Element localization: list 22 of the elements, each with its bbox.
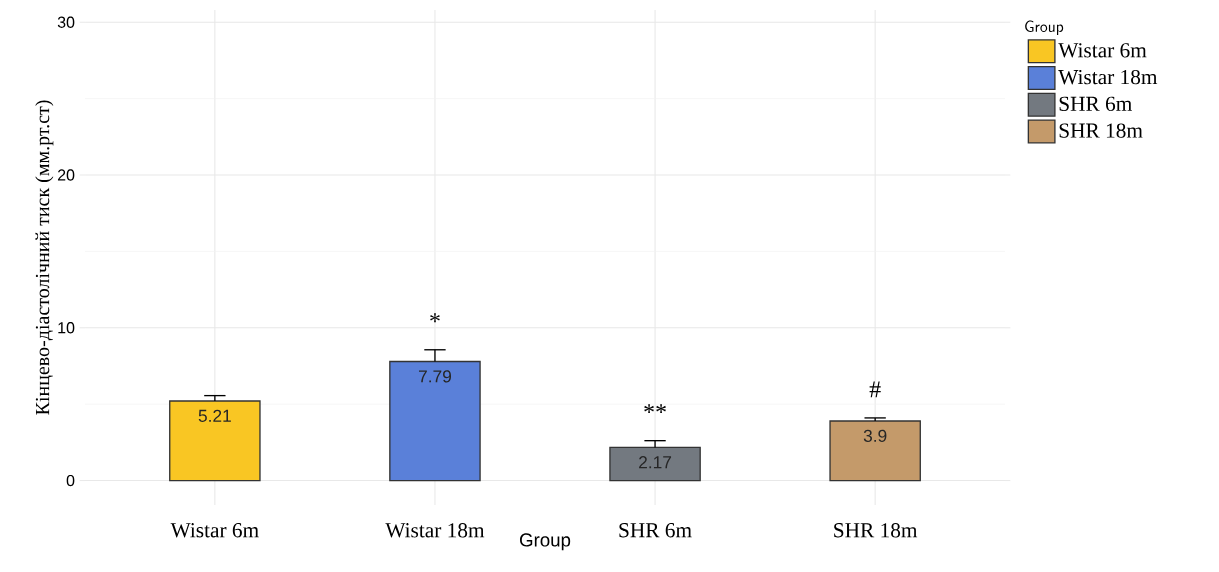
- data-label: 7.79: [418, 370, 452, 383]
- legend-label: Wistar 18m: [1058, 69, 1158, 85]
- legend-label: Wistar 6m: [1058, 43, 1147, 58]
- data-label: 3.9: [863, 429, 887, 442]
- annotation: **: [644, 404, 666, 414]
- annotation: #: [869, 381, 881, 398]
- data-label: 5.21: [198, 409, 231, 422]
- legend-label: SHR 6m: [1059, 96, 1132, 112]
- y-tick-label: 30: [57, 16, 75, 28]
- y-tick-label: 0: [66, 474, 75, 487]
- x-tick-label: SHR 18m: [834, 523, 918, 538]
- y-axis-title: Кінцево-діастолічний тиск (мм.рт.ст): [35, 100, 54, 415]
- legend-title: Group: [1025, 20, 1064, 35]
- y-tick-label: 10: [58, 322, 75, 334]
- legend-label: SHR 18m: [1059, 123, 1143, 138]
- x-tick-label: Wistar 6m: [170, 523, 259, 538]
- x-tick-label: Wistar 18m: [385, 523, 485, 538]
- y-tick-label: 20: [57, 169, 75, 181]
- x-axis-title: Group: [520, 533, 571, 551]
- annotation: *: [430, 313, 440, 323]
- data-label: 2.17: [639, 456, 672, 469]
- x-tick-label: SHR 6m: [619, 523, 692, 538]
